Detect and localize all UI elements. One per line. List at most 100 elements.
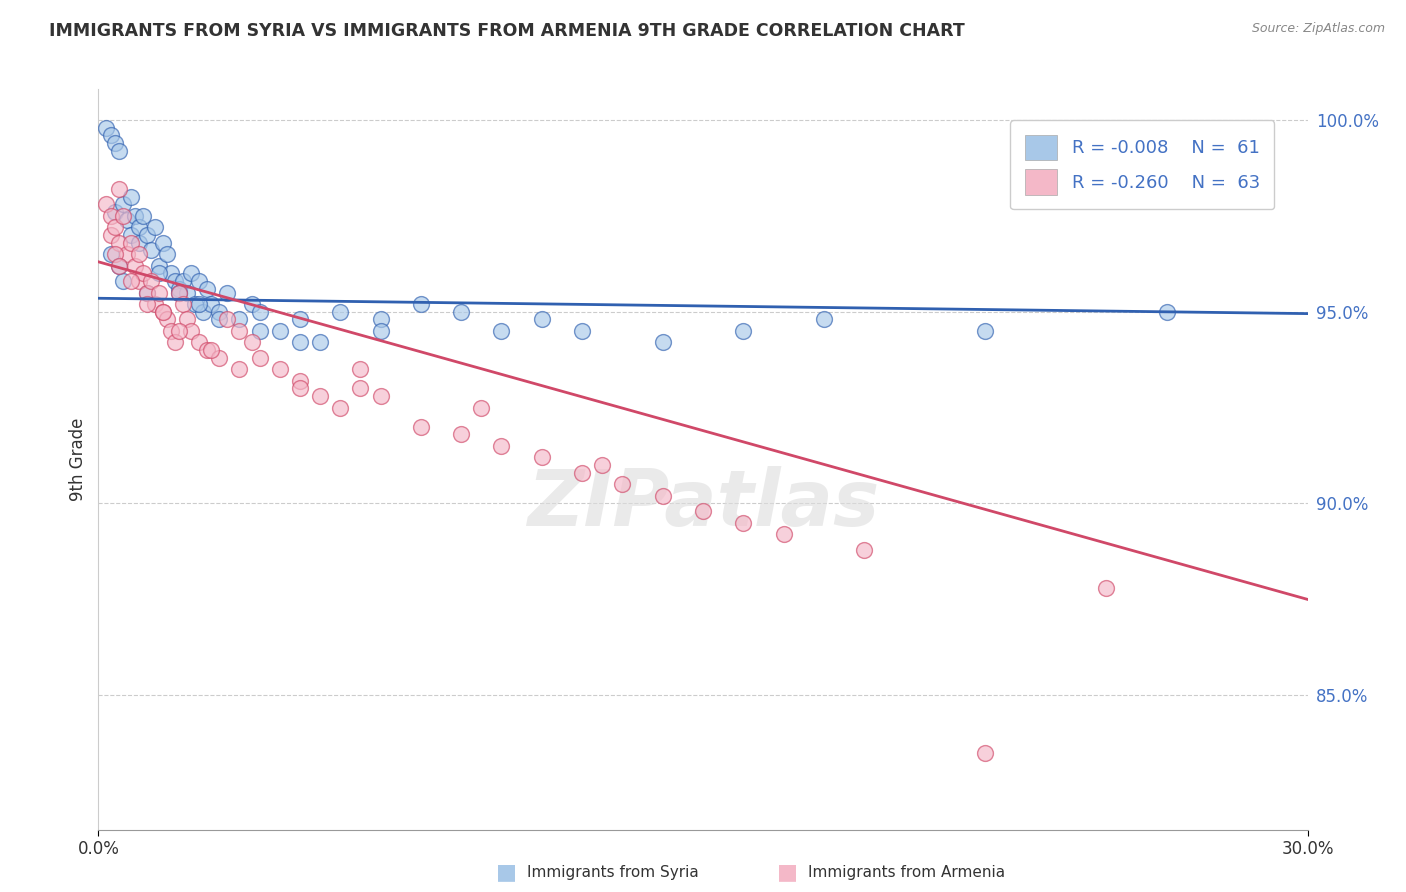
Point bbox=[167, 285, 190, 300]
Point bbox=[188, 297, 211, 311]
Point bbox=[491, 439, 513, 453]
Point bbox=[409, 419, 432, 434]
Point bbox=[329, 401, 352, 415]
Text: ZIPatlas: ZIPatlas bbox=[527, 466, 879, 541]
Point bbox=[120, 274, 142, 288]
Point bbox=[132, 266, 155, 280]
Point bbox=[148, 266, 170, 280]
Text: ■: ■ bbox=[496, 863, 516, 882]
Point bbox=[733, 516, 755, 530]
Point bbox=[124, 209, 146, 223]
Point bbox=[1156, 304, 1178, 318]
Point bbox=[172, 274, 194, 288]
Point bbox=[288, 335, 311, 350]
Point bbox=[733, 324, 755, 338]
Point bbox=[139, 274, 162, 288]
Point bbox=[139, 244, 162, 258]
Point bbox=[148, 259, 170, 273]
Point bbox=[288, 312, 311, 326]
Point bbox=[160, 266, 183, 280]
Point bbox=[240, 297, 263, 311]
Point bbox=[692, 504, 714, 518]
Y-axis label: 9th Grade: 9th Grade bbox=[69, 417, 87, 501]
Point bbox=[208, 304, 231, 318]
Point bbox=[188, 335, 211, 350]
Point bbox=[288, 381, 311, 395]
Point bbox=[200, 297, 222, 311]
Point bbox=[193, 304, 215, 318]
Point bbox=[309, 335, 332, 350]
Point bbox=[156, 247, 179, 261]
Point bbox=[128, 247, 150, 261]
Text: ■: ■ bbox=[778, 863, 797, 882]
Point bbox=[530, 312, 553, 326]
Point bbox=[135, 285, 157, 300]
Point bbox=[349, 381, 371, 395]
Point bbox=[143, 297, 166, 311]
Point bbox=[128, 235, 150, 250]
Point bbox=[148, 285, 170, 300]
Point bbox=[124, 259, 146, 273]
Point bbox=[96, 120, 118, 135]
Text: Immigrants from Armenia: Immigrants from Armenia bbox=[808, 865, 1005, 880]
Point bbox=[772, 527, 794, 541]
Point bbox=[813, 312, 835, 326]
Point bbox=[176, 285, 198, 300]
Point bbox=[132, 209, 155, 223]
Point bbox=[491, 324, 513, 338]
Point bbox=[612, 477, 634, 491]
Point bbox=[470, 401, 492, 415]
Point bbox=[172, 297, 194, 311]
Point bbox=[309, 389, 332, 403]
Point bbox=[240, 335, 263, 350]
Point bbox=[111, 197, 134, 211]
Point bbox=[269, 362, 291, 376]
Point bbox=[160, 324, 183, 338]
Point bbox=[217, 285, 239, 300]
Point bbox=[156, 312, 179, 326]
Point bbox=[180, 266, 202, 280]
Point bbox=[100, 128, 122, 143]
Point bbox=[103, 247, 125, 261]
Point bbox=[651, 335, 673, 350]
Point bbox=[100, 209, 122, 223]
Point bbox=[107, 259, 129, 273]
Point bbox=[103, 136, 125, 150]
Point bbox=[200, 343, 222, 357]
Point bbox=[249, 324, 271, 338]
Text: IMMIGRANTS FROM SYRIA VS IMMIGRANTS FROM ARMENIA 9TH GRADE CORRELATION CHART: IMMIGRANTS FROM SYRIA VS IMMIGRANTS FROM… bbox=[49, 22, 965, 40]
Point bbox=[107, 259, 129, 273]
Point bbox=[249, 304, 271, 318]
Point bbox=[103, 220, 125, 235]
Point bbox=[228, 312, 250, 326]
Point bbox=[135, 285, 157, 300]
Point bbox=[128, 274, 150, 288]
Point bbox=[152, 304, 174, 318]
Point bbox=[103, 205, 125, 219]
Point bbox=[349, 362, 371, 376]
Point bbox=[115, 247, 138, 261]
Point bbox=[974, 324, 997, 338]
Point bbox=[188, 274, 211, 288]
Point bbox=[167, 285, 190, 300]
Point bbox=[370, 324, 392, 338]
Point bbox=[163, 274, 186, 288]
Point bbox=[370, 312, 392, 326]
Point bbox=[195, 282, 218, 296]
Point bbox=[176, 312, 198, 326]
Point bbox=[228, 324, 250, 338]
Point bbox=[269, 324, 291, 338]
Point bbox=[853, 542, 876, 557]
Point bbox=[208, 351, 231, 365]
Point bbox=[329, 304, 352, 318]
Text: Immigrants from Syria: Immigrants from Syria bbox=[527, 865, 699, 880]
Point bbox=[167, 282, 190, 296]
Point bbox=[571, 324, 593, 338]
Point bbox=[135, 227, 157, 242]
Point bbox=[143, 220, 166, 235]
Point bbox=[249, 351, 271, 365]
Point bbox=[195, 343, 218, 357]
Point bbox=[135, 297, 157, 311]
Point bbox=[120, 235, 142, 250]
Point bbox=[115, 212, 138, 227]
